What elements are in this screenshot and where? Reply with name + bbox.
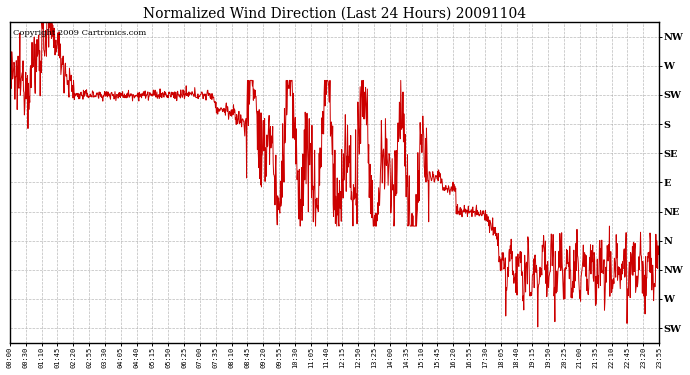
Text: Copyright 2009 Cartronics.com: Copyright 2009 Cartronics.com <box>13 28 146 36</box>
Title: Normalized Wind Direction (Last 24 Hours) 20091104: Normalized Wind Direction (Last 24 Hours… <box>143 7 526 21</box>
